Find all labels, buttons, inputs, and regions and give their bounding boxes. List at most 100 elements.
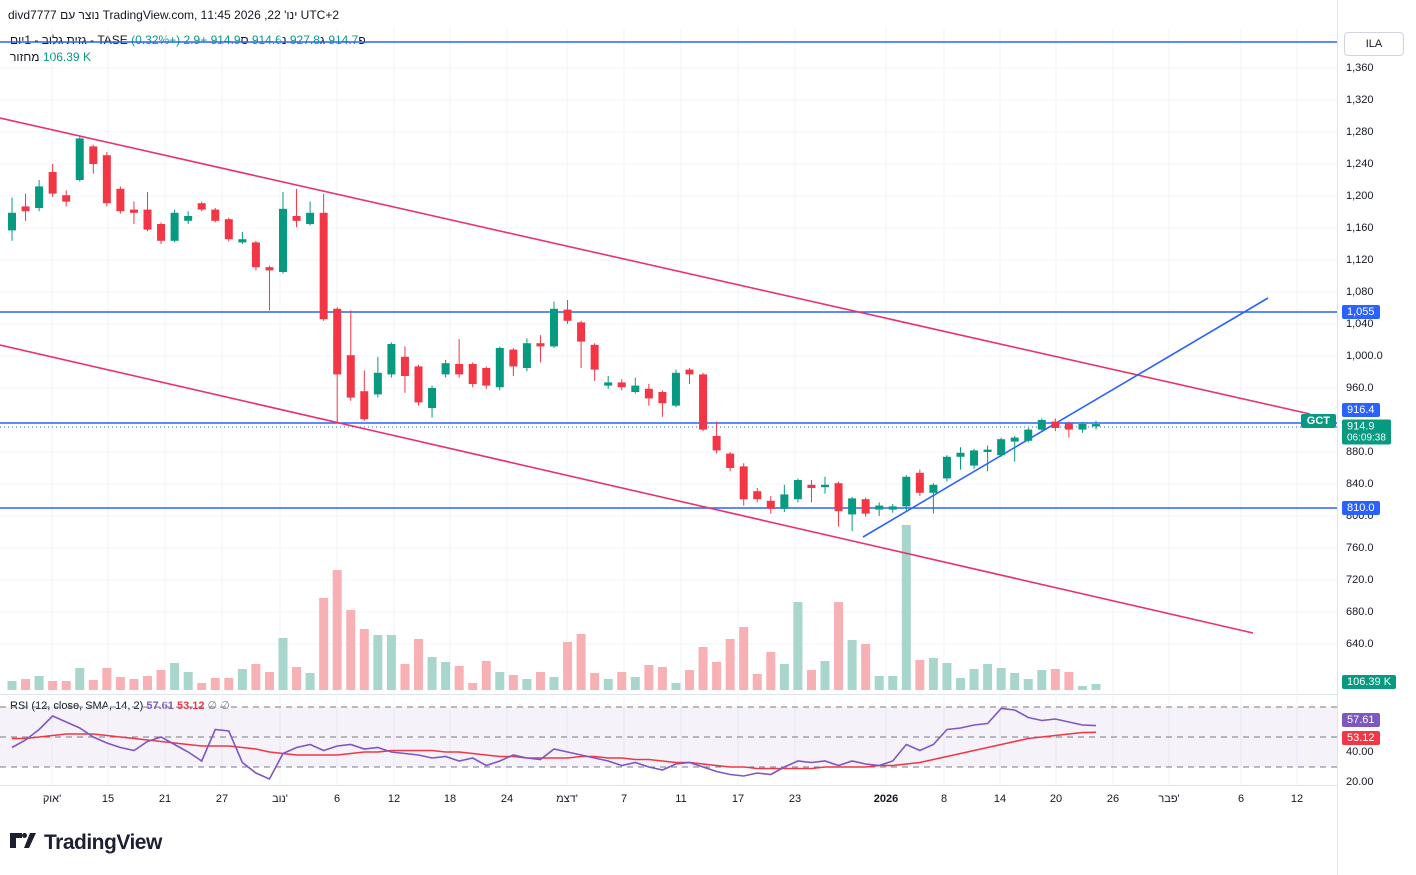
volume-bar	[156, 670, 166, 690]
candle-body	[1092, 424, 1100, 427]
time-tick: 12	[1290, 793, 1304, 805]
volume-bar	[563, 642, 573, 690]
candle-body	[848, 498, 857, 515]
rsi-tick: 40.00	[1346, 746, 1374, 758]
candle-body	[522, 343, 531, 368]
open-value: 914.7	[328, 33, 359, 47]
volume-bar	[1037, 670, 1047, 690]
rsi-legend[interactable]: RSI (12, close, SMA, 14, 2) 57.61 53.12 …	[10, 699, 230, 712]
candle-body	[1064, 423, 1073, 430]
candle-body	[89, 146, 98, 164]
header-username: divd7777	[8, 8, 57, 22]
volume-bar	[332, 570, 342, 690]
header-created-with: נוצר עם	[60, 8, 100, 22]
candle-body	[157, 224, 166, 241]
time-axis[interactable]: אוק' 15 21 27 נוב' 6 12 18 24 דצמ' 7 11 17 23 2026 8 14 2…	[0, 786, 1337, 808]
candle-body	[658, 392, 667, 404]
volume-bar	[441, 662, 451, 690]
candle-body	[21, 206, 30, 212]
candle-body	[482, 368, 491, 386]
volume-bar	[834, 602, 844, 690]
time-tick: 18	[443, 793, 457, 805]
volume-indicator-label[interactable]: מחזור	[10, 50, 40, 64]
candle-body	[143, 209, 152, 230]
volume-bar	[861, 644, 871, 690]
price-tick: 1,040	[1346, 318, 1374, 330]
candle-body	[875, 505, 884, 510]
candle-body	[8, 212, 16, 231]
rsi-value: 57.61	[146, 700, 174, 712]
candle-body	[550, 308, 558, 347]
chart-header: divd7777 נוצר עם TradingView.com, ינו' 2…	[8, 8, 339, 22]
price-tick: 1,320	[1346, 94, 1374, 106]
time-tick: פבר'	[1158, 793, 1180, 805]
volume-bar	[278, 638, 288, 690]
currency-unit-button[interactable]: ILA	[1344, 32, 1404, 56]
time-tick: 7	[620, 793, 628, 805]
candle-body	[617, 382, 626, 388]
candle-body	[360, 391, 369, 420]
candle-body	[400, 356, 409, 376]
candle-body	[428, 388, 437, 408]
price-tick: 1,280	[1346, 126, 1374, 138]
time-tick: 8	[940, 793, 948, 805]
volume-bar	[197, 683, 207, 690]
volume-bar	[535, 672, 545, 690]
candle-body	[970, 450, 979, 466]
axis-badge-53.12: 53.12	[1342, 731, 1380, 745]
candle-body	[604, 382, 613, 386]
candle-body	[780, 494, 789, 509]
candle-body	[902, 476, 911, 507]
candle-body	[441, 363, 450, 375]
time-tick: 11	[675, 793, 687, 805]
candle-body	[644, 388, 653, 399]
rsi-empty-value-2: ∅	[220, 700, 230, 712]
symbol-legend[interactable]: גזית גלוב - 1יום - TASE פ914.7 ג927.8 נ9…	[10, 33, 366, 64]
volume-bar	[183, 672, 193, 690]
price-tick: 1,240	[1346, 158, 1374, 170]
time-tick: 6	[333, 793, 341, 805]
volume-bar	[576, 634, 586, 690]
candle-body	[170, 212, 179, 241]
volume-bar	[305, 673, 315, 690]
rsi-band	[0, 707, 1337, 767]
axis-badge-1055: 1,055	[1342, 305, 1380, 319]
volume-bar	[630, 677, 640, 690]
pane-divider-rsi[interactable]	[0, 694, 1416, 695]
price-tick: 840.0	[1346, 478, 1374, 490]
price-tick: 1,200	[1346, 190, 1374, 202]
volume-bar	[779, 664, 789, 690]
volume-bar	[237, 669, 247, 690]
candle-body	[211, 209, 220, 221]
channel-lower	[0, 344, 1254, 634]
candle-body	[468, 364, 477, 384]
volume-bar	[657, 667, 667, 690]
candle-body	[983, 449, 992, 452]
volume-bar	[129, 679, 139, 690]
time-tick: 24	[500, 793, 514, 805]
volume-bar	[847, 640, 857, 690]
volume-bar	[48, 681, 58, 690]
header-site: TradingView.com,	[102, 8, 198, 22]
volume-bar	[264, 672, 274, 690]
rsi-tick: 20.00	[1346, 776, 1374, 788]
candle-body	[414, 366, 423, 403]
tradingview-logo[interactable]: TradingView	[10, 831, 162, 855]
time-tick: 20	[1049, 793, 1063, 805]
time-tick: 27	[215, 793, 229, 805]
volume-bar	[143, 676, 152, 690]
volume-bar	[1064, 672, 1074, 690]
candle-body	[671, 372, 680, 406]
volume-bar	[481, 661, 491, 690]
price-tick: 720.0	[1346, 574, 1374, 586]
symbol-title[interactable]: גזית גלוב - 1יום - TASE	[10, 33, 128, 47]
candle-body	[346, 355, 355, 398]
volume-bar	[292, 667, 302, 690]
price-tick: 1,360	[1346, 62, 1374, 74]
rsi-title[interactable]: RSI	[10, 700, 29, 712]
candle-body	[834, 483, 843, 512]
rsi-empty-value-1: ∅	[207, 700, 218, 712]
candle-body	[116, 188, 125, 212]
price-axis[interactable]: 1,360 1,320 1,280 1,240 1,200 1,160 1,120 1,080…	[1337, 0, 1416, 875]
